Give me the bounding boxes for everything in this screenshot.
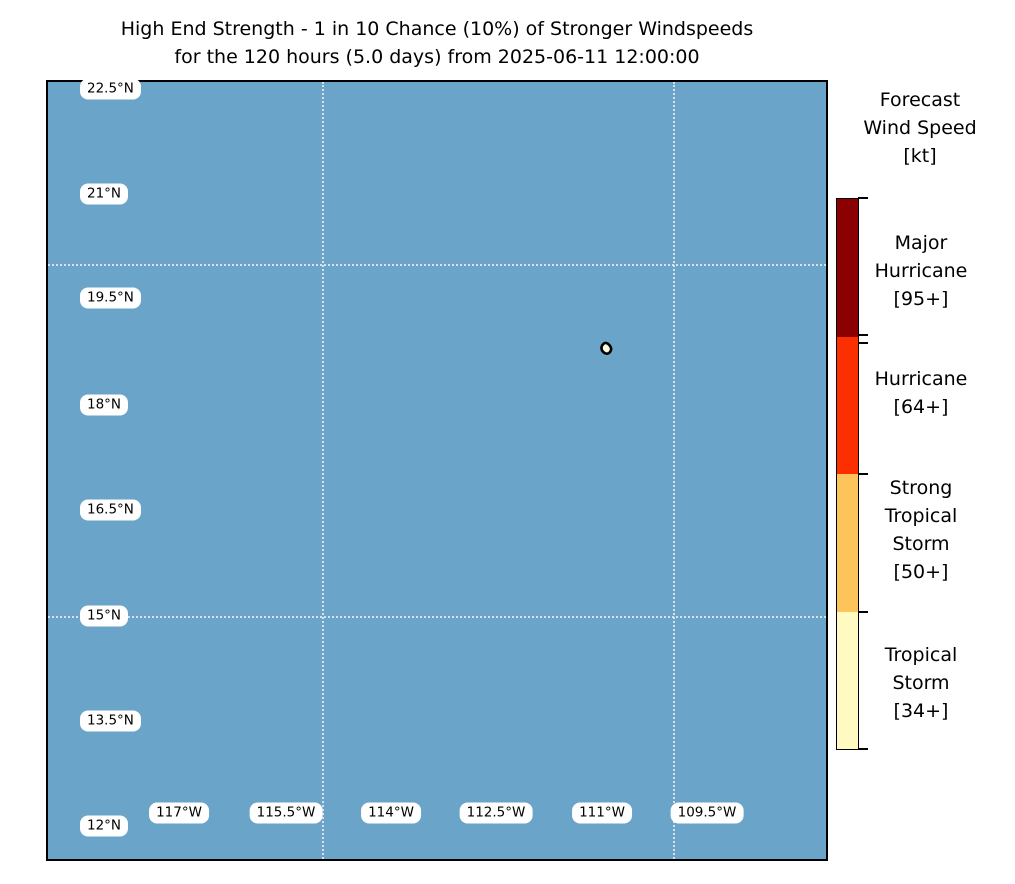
colorbar-tick [858,342,868,344]
lon-label: 114°W [361,802,421,824]
lon-label: 109.5°W [670,802,744,824]
lat-label: 15°N [80,605,129,627]
colorbar [836,198,859,750]
gridline-vertical [673,82,675,859]
colorbar-tick [858,334,868,336]
colorbar-title-line: Wind Speed [863,117,977,139]
colorbar-category-label-line: Storm [892,672,950,694]
probability-contour [600,341,613,355]
figure-title-line1: High End Strength - 1 in 10 Chance (10%)… [120,18,754,40]
colorbar-category-label-line: [95+] [893,288,949,310]
lat-label: 22.5°N [80,78,141,100]
lon-label: 117°W [149,802,209,824]
lon-label: 112.5°W [459,802,533,824]
gridline-horizontal [48,616,826,618]
colorbar-category-label-major-hurricane: Major Hurricane [95+] [836,229,1006,313]
colorbar-category-label-line: Hurricane [874,368,968,390]
lat-label: 18°N [80,394,129,416]
lat-label: 12°N [80,815,129,837]
colorbar-tick [858,473,868,475]
colorbar-segment-tropical-storm [837,611,858,749]
colorbar-category-label-line: Strong [889,477,953,499]
figure-title-line2: for the 120 hours (5.0 days) from 2025-0… [174,46,700,68]
lat-label: 21°N [80,183,129,205]
lon-label: 111°W [572,802,632,824]
colorbar-title-line: [kt] [903,145,937,167]
figure-title: High End Strength - 1 in 10 Chance (10%)… [0,15,874,71]
gridline-vertical [322,82,324,859]
colorbar-category-label-line: [64+] [893,396,949,418]
colorbar-category-label-line: [50+] [893,561,949,583]
colorbar-category-label-line: Storm [892,533,950,555]
colorbar-segment-hurricane [837,336,858,474]
colorbar-category-label-line: Hurricane [874,260,968,282]
map-canvas: 22.5°N 21°N 19.5°N 18°N 16.5°N 15°N 13.5°N 12°N… [46,78,828,861]
colorbar-title-line: Forecast [879,89,961,111]
lat-label: 13.5°N [80,710,141,732]
lat-label: 19.5°N [80,287,141,309]
lon-label: 115.5°W [249,802,323,824]
colorbar-category-label-line: Tropical [884,644,958,666]
colorbar-category-label-line: Major [894,232,948,254]
colorbar-category-label-line: Tropical [884,505,958,527]
colorbar-tick [858,197,868,199]
colorbar-category-label-hurricane: Hurricane [64+] [836,365,1006,421]
colorbar-tick [858,611,868,613]
gridline-horizontal [48,264,826,266]
colorbar-category-label-strong-tropical-storm: Strong Tropical Storm [50+] [836,474,1006,586]
colorbar-segment-major-hurricane [837,199,858,337]
colorbar-title: Forecast Wind Speed [kt] [830,86,1010,170]
colorbar-category-label-line: [34+] [893,700,949,722]
ocean-area: 22.5°N 21°N 19.5°N 18°N 16.5°N 15°N 13.5°N 12°N… [48,78,826,859]
colorbar-segment-strong-tropical-storm [837,474,858,612]
lat-label: 16.5°N [80,499,141,521]
colorbar-tick [858,748,868,750]
probability-contour-path [600,341,613,355]
colorbar-category-label-tropical-storm: Tropical Storm [34+] [836,641,1006,725]
